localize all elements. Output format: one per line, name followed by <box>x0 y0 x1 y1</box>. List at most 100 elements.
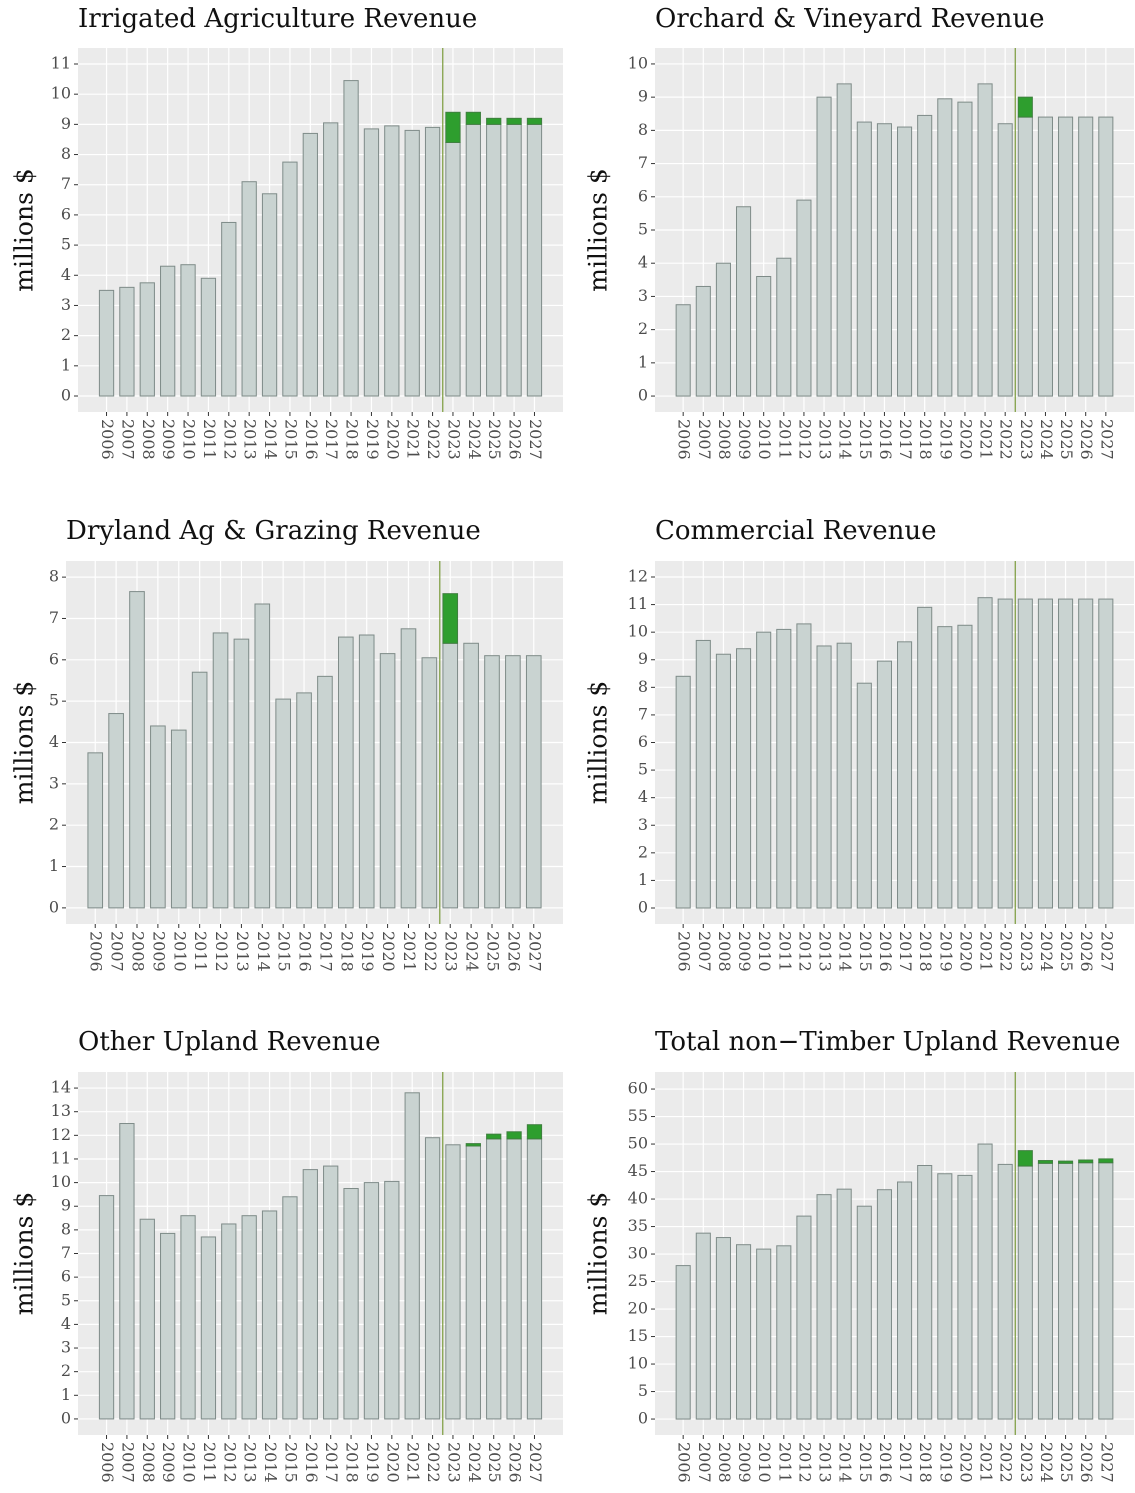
x-tick-label: 2021 <box>404 419 423 460</box>
x-tick-label: 2012 <box>220 419 239 460</box>
y-tick-label: 3 <box>638 815 648 834</box>
bar <box>1037 116 1053 397</box>
bar <box>876 660 892 909</box>
bar <box>442 642 459 909</box>
bar <box>756 1248 772 1420</box>
x-tick-label: 2013 <box>241 1442 260 1483</box>
x-tick-label: 2024 <box>1037 1442 1056 1483</box>
x-tick-label: 2016 <box>876 419 895 460</box>
bar <box>343 1188 359 1420</box>
x-tick-label: 2016 <box>296 931 315 972</box>
y-tick-label: 7 <box>61 1243 71 1262</box>
bar <box>98 289 115 397</box>
bar <box>997 1163 1013 1420</box>
y-tick-label: 25 <box>628 1271 648 1290</box>
bar <box>1017 116 1033 397</box>
x-tick-label: 2016 <box>302 1442 321 1483</box>
bar <box>1037 1160 1053 1164</box>
bar <box>445 111 461 143</box>
x-tick-label: 2018 <box>916 419 935 460</box>
bar <box>465 111 481 125</box>
bar <box>87 752 104 909</box>
x-tick-label: 2008 <box>715 931 734 972</box>
y-tick-label: 2 <box>61 1361 71 1380</box>
bar <box>343 80 359 397</box>
x-tick-label: 2013 <box>233 931 252 972</box>
x-tick-label: 2020 <box>956 1442 975 1483</box>
y-tick-label: 6 <box>49 649 59 668</box>
chart-title: Dryland Ag & Grazing Revenue <box>66 516 481 546</box>
y-tick-label: 11 <box>51 1148 71 1167</box>
bar <box>816 1194 832 1420</box>
x-tick-label: 2017 <box>896 419 915 460</box>
bar <box>445 1144 461 1420</box>
bar <box>715 1237 731 1420</box>
x-tick-label: 2014 <box>254 931 273 972</box>
y-axis-label: millions $ <box>10 1192 39 1316</box>
x-tick-label: 2010 <box>755 931 774 972</box>
bar <box>180 1215 196 1420</box>
y-tick-label: 10 <box>628 1354 648 1373</box>
bar <box>1098 116 1114 397</box>
bar <box>836 642 852 909</box>
y-tick-label: 6 <box>638 186 648 205</box>
x-tick-label: 2025 <box>485 1442 504 1483</box>
x-tick-label: 2025 <box>1057 419 1076 460</box>
bar <box>465 1143 481 1147</box>
bar <box>254 603 271 909</box>
y-tick-label: 1 <box>638 352 648 371</box>
y-tick-label: 11 <box>628 594 648 613</box>
bar <box>796 623 812 909</box>
bar <box>836 1188 852 1420</box>
bar <box>338 636 354 909</box>
x-tick-label: 2009 <box>735 931 754 972</box>
x-tick-label: 2017 <box>322 1442 341 1483</box>
x-tick-label: 2011 <box>191 931 210 972</box>
x-tick-label: 2011 <box>775 1442 794 1483</box>
bar <box>816 645 832 909</box>
x-tick-label: 2010 <box>170 931 189 972</box>
x-tick-label: 2017 <box>316 931 335 972</box>
x-tick-label: 2026 <box>506 1442 525 1483</box>
chart-title: Orchard & Vineyard Revenue <box>655 4 1045 34</box>
bar <box>282 1196 298 1420</box>
bar <box>977 1143 993 1420</box>
y-tick-label: 9 <box>61 1196 71 1215</box>
chart-title: Commercial Revenue <box>655 516 937 546</box>
bar <box>241 181 257 397</box>
bar <box>1098 1162 1114 1420</box>
bar <box>526 1124 543 1140</box>
x-tick-label: 2010 <box>755 1442 774 1483</box>
x-tick-label: 2020 <box>956 931 975 972</box>
bar <box>776 628 792 909</box>
x-tick-label: 2015 <box>856 419 875 460</box>
x-tick-label: 2019 <box>363 1442 382 1483</box>
x-tick-label: 2026 <box>504 931 523 972</box>
x-tick-label: 2012 <box>795 419 814 460</box>
bar <box>506 123 522 397</box>
y-tick-label: 5 <box>49 691 59 710</box>
y-tick-label: 2 <box>61 325 71 344</box>
x-tick-label: 2027 <box>526 419 545 460</box>
x-tick-label: 2010 <box>180 1442 199 1483</box>
y-tick-label: 0 <box>638 386 648 405</box>
y-tick-label: 5 <box>61 235 71 254</box>
y-tick-label: 8 <box>61 1219 71 1238</box>
x-tick-label: 2027 <box>1097 1442 1116 1483</box>
x-tick-label: 2022 <box>997 419 1016 460</box>
bar <box>525 655 542 909</box>
bar <box>897 641 913 909</box>
x-tick-label: 2027 <box>526 1442 545 1483</box>
bar <box>957 1174 973 1420</box>
y-tick-label: 4 <box>61 265 71 284</box>
x-tick-label: 2009 <box>735 1442 754 1483</box>
bar <box>1058 116 1074 397</box>
y-tick-label: 30 <box>628 1244 648 1263</box>
bar <box>1017 1165 1033 1420</box>
x-tick-label: 2008 <box>715 1442 734 1483</box>
plot-background <box>78 48 563 412</box>
y-tick-label: 7 <box>49 608 59 627</box>
x-tick-label: 2021 <box>977 1442 996 1483</box>
